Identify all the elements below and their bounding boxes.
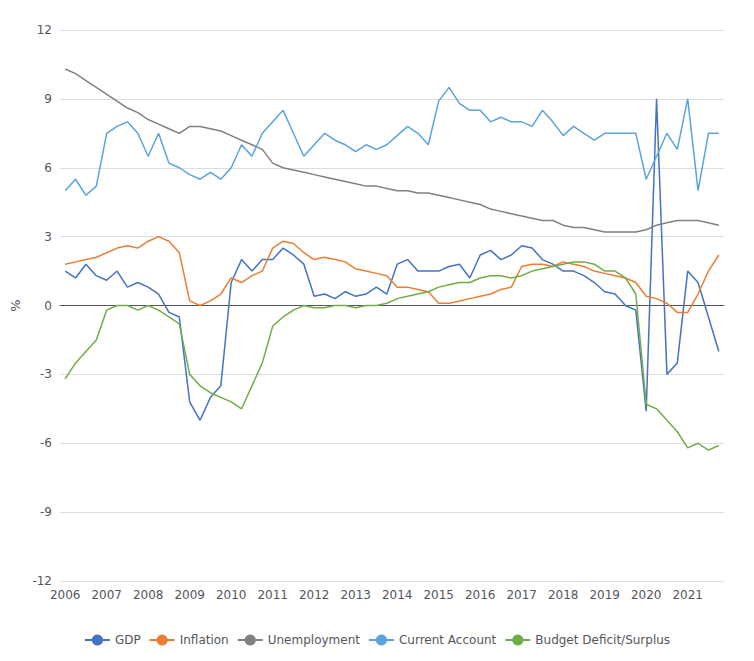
svg-text:2013: 2013 [340, 588, 371, 602]
svg-text:0: 0 [44, 299, 52, 313]
svg-text:2006: 2006 [50, 588, 81, 602]
svg-text:-9: -9 [40, 505, 52, 519]
svg-text:2009: 2009 [174, 588, 205, 602]
svg-text:Current Account: Current Account [399, 633, 497, 647]
svg-text:6: 6 [44, 161, 52, 175]
svg-text:2019: 2019 [589, 588, 620, 602]
svg-text:-12: -12 [32, 574, 52, 588]
svg-text:2016: 2016 [465, 588, 496, 602]
svg-text:3: 3 [44, 230, 52, 244]
svg-text:2007: 2007 [91, 588, 122, 602]
svg-text:Budget Deficit/Surplus: Budget Deficit/Surplus [535, 633, 670, 647]
svg-text:2021: 2021 [672, 588, 703, 602]
svg-text:2010: 2010 [216, 588, 247, 602]
svg-text:12: 12 [37, 23, 52, 37]
svg-text:GDP: GDP [115, 633, 141, 647]
svg-text:2008: 2008 [133, 588, 164, 602]
svg-text:2015: 2015 [423, 588, 454, 602]
svg-text:-3: -3 [40, 367, 52, 381]
svg-text:%: % [8, 299, 23, 311]
svg-text:2017: 2017 [506, 588, 537, 602]
svg-text:2014: 2014 [382, 588, 413, 602]
svg-text:Inflation: Inflation [180, 633, 229, 647]
svg-text:2018: 2018 [548, 588, 579, 602]
svg-text:2012: 2012 [299, 588, 330, 602]
svg-text:2020: 2020 [631, 588, 662, 602]
svg-text:9: 9 [44, 92, 52, 106]
svg-text:-6: -6 [40, 436, 52, 450]
svg-text:2011: 2011 [257, 588, 288, 602]
svg-text:Unemployment: Unemployment [268, 633, 361, 647]
